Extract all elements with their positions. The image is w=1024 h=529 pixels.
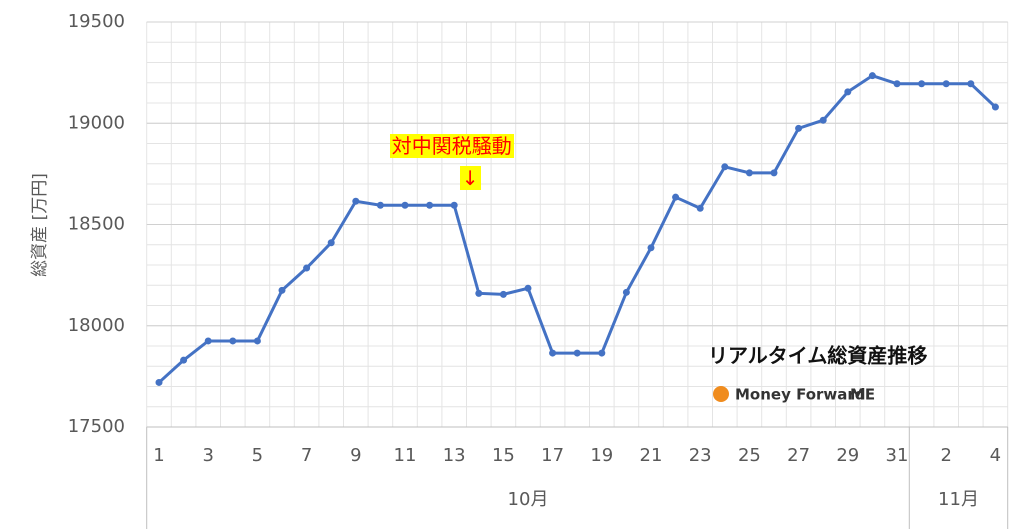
x-tick-label: 29 — [836, 445, 859, 466]
point — [155, 378, 163, 386]
point — [967, 80, 975, 88]
point — [672, 193, 680, 201]
y-tick-label: 19500 — [68, 11, 125, 32]
y-tick-label: 17500 — [68, 416, 125, 437]
y-tick-label: 18500 — [68, 214, 125, 235]
point — [770, 169, 778, 177]
x-tick-label: 21 — [640, 445, 663, 466]
point — [278, 286, 286, 294]
point — [180, 356, 188, 364]
line — [157, 74, 997, 384]
brand-suffix: ME — [850, 386, 875, 404]
point — [229, 337, 237, 345]
x-tick-label: 15 — [492, 445, 515, 466]
point — [352, 197, 360, 205]
point — [868, 72, 876, 80]
x-tick-label: 9 — [350, 445, 361, 466]
point — [475, 289, 483, 297]
x-tick-label: 31 — [886, 445, 909, 466]
point — [426, 201, 434, 209]
watermark-title: リアルタイム総資産推移 — [708, 344, 927, 368]
point — [745, 169, 753, 177]
point — [844, 88, 852, 96]
watermark: リアルタイム総資産推移 Money Forward ME — [708, 344, 927, 404]
point — [918, 80, 926, 88]
point — [401, 201, 409, 209]
y-tick-label: 19000 — [68, 112, 125, 133]
x-tick-label: 23 — [689, 445, 712, 466]
x-tick-label: 17 — [541, 445, 564, 466]
x-tick-label: 4 — [990, 445, 1001, 466]
point — [303, 264, 311, 272]
point — [376, 201, 384, 209]
y-tick-label: 18000 — [68, 315, 125, 336]
y-axis-label: 総資産 [万円] — [30, 173, 50, 277]
group-label: 10月 — [508, 489, 549, 510]
brand: Money Forward — [735, 386, 866, 404]
x-tick-label: 7 — [301, 445, 312, 466]
point — [450, 201, 458, 209]
point — [573, 349, 581, 357]
x-tick-label: 1 — [153, 445, 164, 466]
point — [647, 244, 655, 252]
annotation: 対中関税騒動 — [389, 134, 514, 158]
x-tick-label: 13 — [443, 445, 466, 466]
point — [499, 290, 507, 298]
point — [721, 163, 729, 171]
point — [524, 284, 532, 292]
x-tick-label: 11 — [394, 445, 417, 466]
point — [991, 103, 999, 111]
point — [549, 349, 557, 357]
point — [696, 204, 704, 212]
point — [253, 337, 261, 345]
point — [598, 349, 606, 357]
group-label: 11月 — [938, 489, 979, 510]
point — [204, 337, 212, 345]
point — [893, 80, 901, 88]
point — [819, 116, 827, 124]
x-tick-label: 2 — [940, 445, 951, 466]
point — [327, 239, 335, 247]
x-tick-label: 5 — [252, 445, 263, 466]
logo-icon — [713, 386, 729, 402]
point — [622, 288, 630, 296]
x-tick-label: 19 — [590, 445, 613, 466]
x-tick-label: 3 — [202, 445, 213, 466]
annotation-arrow: ↓ — [459, 166, 481, 190]
point — [795, 124, 803, 132]
x-tick-label: 27 — [787, 445, 810, 466]
x-tick-label: 25 — [738, 445, 761, 466]
point — [942, 80, 950, 88]
